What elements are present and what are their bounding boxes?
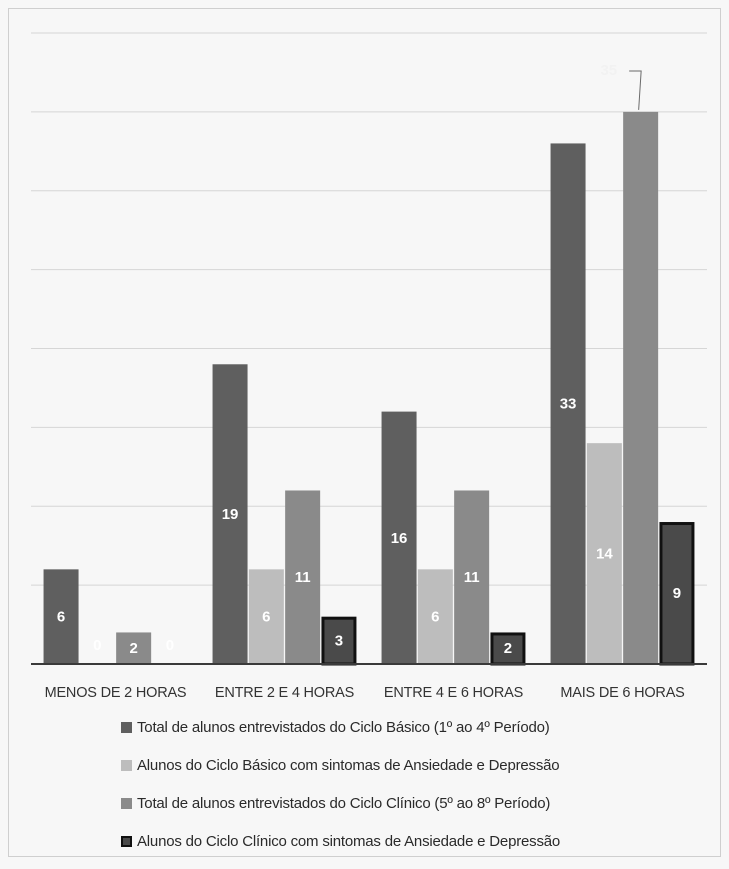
legend-label: Alunos do Ciclo Básico com sintomas de A… <box>137 757 560 774</box>
bar-series-1 <box>381 411 417 664</box>
data-label: 11 <box>464 569 480 586</box>
legend-item-3: Total de alunos entrevistados do Ciclo C… <box>121 793 681 814</box>
legend-item-2: Alunos do Ciclo Básico com sintomas de A… <box>121 755 681 776</box>
data-label: 35 <box>600 62 617 79</box>
data-label: 0 <box>93 637 101 654</box>
legend-swatch <box>121 798 132 809</box>
legend-label: Total de alunos entrevistados do Ciclo C… <box>137 795 551 812</box>
leader-line <box>629 70 642 110</box>
bar-series-4 <box>321 616 357 666</box>
bar-series-1 <box>212 364 248 664</box>
legend-swatch <box>121 722 132 733</box>
x-tick-label: MAIS DE 6 HORAS <box>560 685 684 701</box>
bar-series-2 <box>417 569 453 664</box>
bar-series-3 <box>116 632 152 664</box>
x-tick-label: ENTRE 2 E 4 HORAS <box>215 685 354 701</box>
data-label: 2 <box>504 640 512 657</box>
bar-series-3 <box>454 490 490 664</box>
bar-series-2 <box>248 569 284 664</box>
data-label: 14 <box>596 546 613 563</box>
legend-label: Total de alunos entrevistados do Ciclo B… <box>137 719 550 736</box>
data-label: 6 <box>57 609 65 626</box>
legend-swatch <box>121 760 132 771</box>
legend-item-1: Total de alunos entrevistados do Ciclo B… <box>121 717 681 738</box>
data-label: 16 <box>391 530 408 547</box>
data-label: 2 <box>129 640 137 657</box>
data-label: 11 <box>295 569 311 586</box>
chart-legend: Total de alunos entrevistados do Ciclo B… <box>121 717 681 869</box>
bar-series-4 <box>490 632 526 666</box>
x-tick-label: MENOS DE 2 HORAS <box>45 685 187 701</box>
legend-label: Alunos do Ciclo Clínico com sintomas de … <box>137 833 561 850</box>
legend-swatch <box>121 836 132 847</box>
bar-series-1 <box>550 143 586 665</box>
data-label: 6 <box>262 609 270 626</box>
bar-series-1 <box>43 569 79 664</box>
bar-chart: 6 0 2 0 19 6 11 3 16 6 11 2 33 14 35 9 MENOS DE 2 HORAS… <box>31 32 707 701</box>
bar-series-2 <box>586 443 622 664</box>
data-label: 19 <box>222 506 239 523</box>
data-label: 33 <box>560 396 577 413</box>
bar-series-3 <box>285 490 321 664</box>
bar-series-3 <box>623 111 659 664</box>
data-label: 0 <box>166 637 174 654</box>
data-label: 3 <box>335 632 343 649</box>
data-label: 9 <box>673 585 681 602</box>
legend-item-4: Alunos do Ciclo Clínico com sintomas de … <box>121 831 681 852</box>
data-label: 6 <box>431 609 439 626</box>
chart-frame: 6 0 2 0 19 6 11 3 16 6 11 2 33 14 35 9 MENOS DE 2 HORAS… <box>8 8 721 857</box>
x-tick-label: ENTRE 4 E 6 HORAS <box>384 685 523 701</box>
